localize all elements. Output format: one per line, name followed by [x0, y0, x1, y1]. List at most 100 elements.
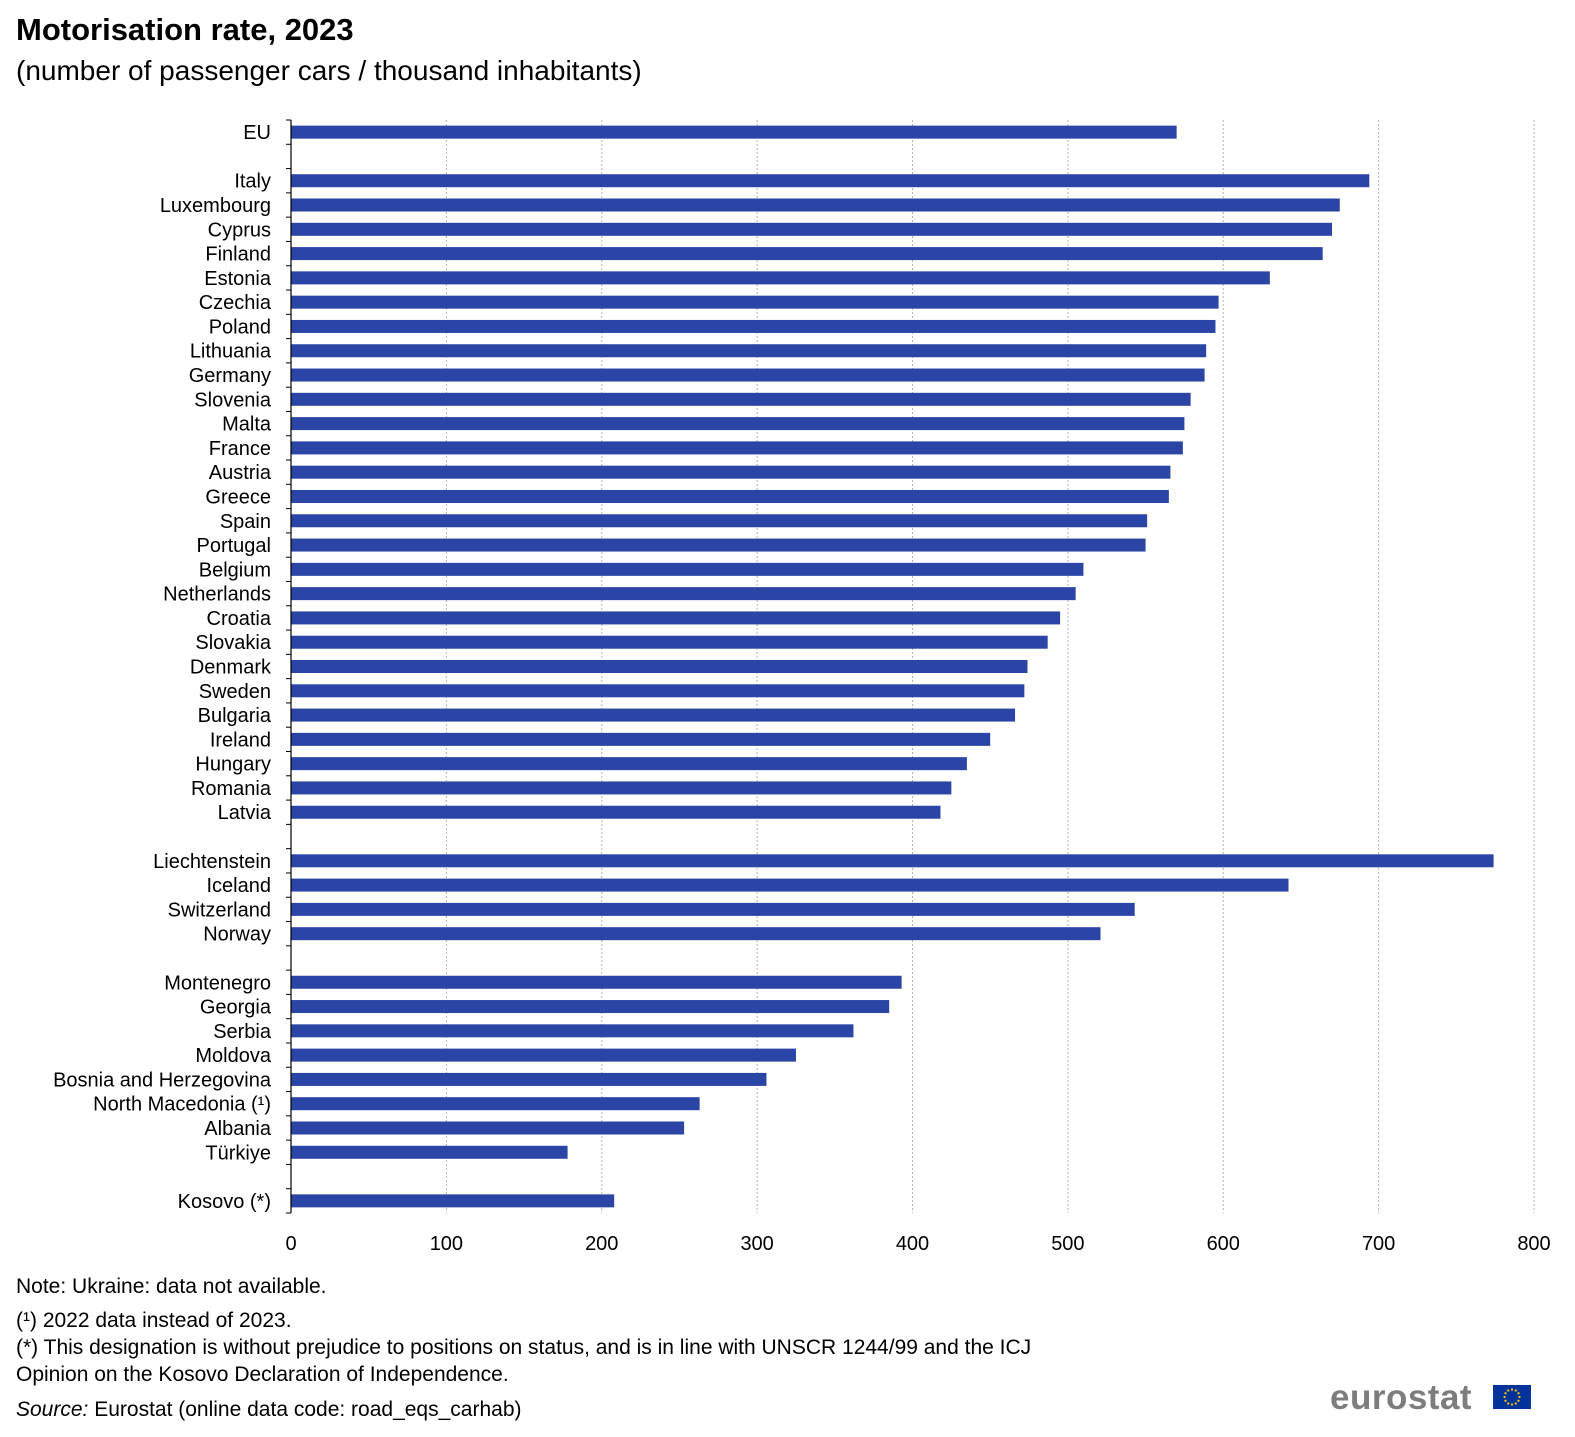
bar — [291, 417, 1185, 431]
bar — [291, 1194, 615, 1208]
category-label: Romania — [191, 778, 272, 800]
flag-star — [1510, 1388, 1514, 1391]
note-ukraine: Note: Ukraine: data not available. — [16, 1275, 327, 1298]
bar — [291, 344, 1207, 358]
bar — [291, 854, 1494, 868]
bar — [291, 975, 902, 989]
x-tick-label: 300 — [740, 1233, 773, 1255]
category-label: Cyprus — [208, 219, 271, 241]
x-tick-label: 400 — [896, 1233, 929, 1255]
source-text: Eurostat (online data code: road_eqs_car… — [88, 1398, 522, 1421]
eu-flag-icon — [1493, 1385, 1531, 1409]
bar — [291, 635, 1048, 649]
flag-star — [1503, 1395, 1506, 1399]
category-label: Georgia — [200, 997, 272, 1019]
category-label: Norway — [203, 924, 271, 946]
bars — [291, 125, 1494, 1208]
bar — [291, 514, 1148, 528]
category-label: Poland — [209, 316, 271, 338]
category-label: Slovenia — [194, 389, 272, 411]
bar — [291, 1097, 700, 1111]
category-label: Luxembourg — [160, 195, 271, 217]
category-label: Greece — [205, 486, 271, 508]
note-kosovo-line1: (*) This designation is without prejudic… — [16, 1336, 1032, 1359]
category-label: Sweden — [199, 681, 271, 703]
bar — [291, 1048, 796, 1062]
bar — [291, 587, 1076, 601]
category-label: Denmark — [190, 657, 272, 679]
flag-star — [1507, 1402, 1510, 1405]
category-label: Portugal — [197, 535, 272, 557]
flag-star — [1517, 1392, 1520, 1395]
bar — [291, 927, 1101, 941]
bar — [291, 441, 1183, 455]
category-label: Malta — [222, 414, 272, 436]
category-label: Lithuania — [190, 341, 272, 363]
category-label: Croatia — [207, 608, 272, 630]
bar — [291, 1121, 685, 1135]
category-label: Netherlands — [163, 584, 271, 606]
category-label: Estonia — [204, 268, 272, 290]
bar — [291, 781, 952, 795]
x-tick-label: 500 — [1051, 1233, 1084, 1255]
axes — [286, 119, 292, 1214]
flag-star — [1504, 1399, 1507, 1402]
category-label: Finland — [205, 244, 271, 266]
category-label: Belgium — [199, 559, 271, 581]
bar — [291, 562, 1084, 576]
category-label: Slovakia — [195, 632, 271, 654]
note-footnote-1: (¹) 2022 data instead of 2023. — [16, 1309, 292, 1332]
category-label: Bulgaria — [198, 705, 272, 727]
x-tick-label: 200 — [585, 1233, 618, 1255]
bar — [291, 295, 1219, 309]
x-tick-label: 800 — [1517, 1233, 1550, 1255]
bar — [291, 392, 1191, 406]
category-label: Serbia — [213, 1021, 272, 1043]
bar — [291, 368, 1205, 382]
bar — [291, 247, 1323, 261]
note-kosovo-line2: Opinion on the Kosovo Declaration of Ind… — [16, 1363, 509, 1386]
bar — [291, 1145, 568, 1159]
x-tick-label: 0 — [285, 1233, 296, 1255]
bar — [291, 611, 1061, 625]
bar — [291, 684, 1025, 698]
bar — [291, 732, 991, 746]
bar — [291, 174, 1370, 188]
x-tick-labels: 0 100 200 300 400 500 600 700 800 — [285, 1233, 1550, 1255]
category-label: Austria — [209, 462, 272, 484]
bar — [291, 1024, 854, 1038]
chart-subtitle: (number of passenger cars / thousand inh… — [16, 55, 642, 86]
bar — [291, 708, 1016, 722]
bar — [291, 222, 1333, 236]
flag-star — [1504, 1392, 1507, 1395]
bar — [291, 660, 1028, 673]
flag-star — [1514, 1389, 1517, 1392]
flag-star — [1518, 1395, 1521, 1399]
eurostat-logo-text: eurostat — [1330, 1378, 1473, 1417]
category-label: Switzerland — [168, 899, 271, 921]
category-label: Kosovo (*) — [178, 1191, 271, 1213]
category-label: France — [209, 438, 271, 460]
flag-star — [1517, 1399, 1520, 1402]
source-line: Source: Eurostat (online data code: road… — [16, 1398, 522, 1422]
flag-star — [1510, 1403, 1514, 1406]
bar — [291, 1072, 767, 1086]
x-tick-label: 700 — [1362, 1233, 1395, 1255]
bar — [291, 271, 1270, 285]
chart-title: Motorisation rate, 2023 — [16, 12, 354, 47]
bar — [291, 878, 1289, 892]
category-label: Italy — [234, 171, 271, 193]
category-label: North Macedonia (¹) — [93, 1094, 271, 1116]
category-label: Iceland — [207, 875, 272, 897]
bar — [291, 319, 1216, 333]
bar — [291, 1000, 890, 1014]
bar — [291, 125, 1177, 139]
category-label: EU — [243, 122, 271, 144]
bar — [291, 805, 941, 819]
source-label: Source: — [16, 1398, 89, 1421]
category-label: Türkiye — [205, 1142, 271, 1164]
category-label: Bosnia and Herzegovina — [53, 1069, 272, 1091]
bar — [291, 538, 1146, 552]
